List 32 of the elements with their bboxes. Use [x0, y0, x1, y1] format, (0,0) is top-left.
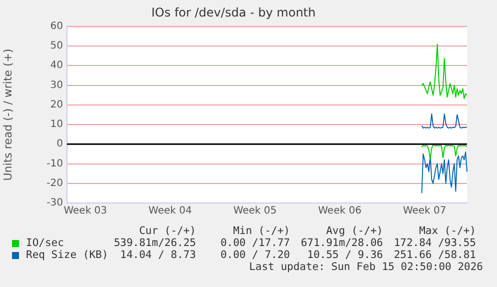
y-tick-label: 10 [50, 119, 63, 130]
y-tick-label: 30 [50, 80, 63, 91]
text: Cur (-/+) [139, 225, 196, 237]
text: 10.55 / 9.36 [307, 249, 383, 261]
text: Max (-/+) [419, 225, 476, 237]
legend-label: Req Size (KB) [26, 249, 108, 261]
text: 172.84 /93.55 [394, 237, 476, 249]
y-tick-label: -30 [46, 198, 63, 209]
y-tick-label: 20 [50, 99, 63, 110]
y-tick-label: 0 [56, 138, 63, 150]
x-tick-label: Week 06 [318, 206, 362, 217]
x-tick-label: Week 07 [402, 206, 446, 217]
text: 0.00 / 7.20 [220, 249, 290, 261]
text: Last update: Sun Feb 15 02:50:00 2026 [249, 261, 483, 273]
text: Min (-/+) [233, 225, 290, 237]
y-tick-label: 40 [50, 60, 63, 72]
text: Avg (-/+) [326, 225, 383, 237]
y-tick-label: 60 [50, 20, 63, 32]
y-tick-label: 50 [50, 40, 63, 52]
y-axis-title: Units read (-) / write (+) [1, 48, 14, 181]
text: 671.91m/28.06 [300, 237, 383, 249]
x-tick-label: Week 04 [148, 206, 192, 217]
text: 539.81m/26.25 [114, 237, 196, 249]
text: 251.66 /58.81 [394, 249, 476, 261]
x-tick-label: Week 05 [233, 206, 277, 217]
chart-title: IOs for /dev/sda - by month [151, 5, 316, 20]
text: 0.00 /17.77 [220, 237, 290, 249]
legend-label: IO/sec [26, 237, 64, 249]
y-tick-label: -20 [46, 178, 63, 189]
text: 14.04 / 8.73 [120, 249, 196, 261]
y-tick-label: -10 [46, 158, 63, 170]
x-tick-label: Week 03 [64, 206, 108, 217]
